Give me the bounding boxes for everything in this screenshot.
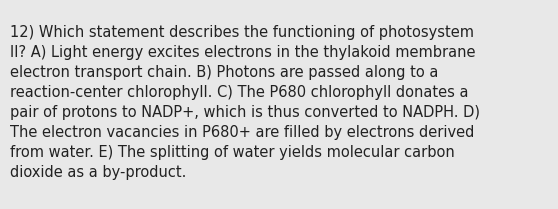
Text: 12) Which statement describes the functioning of photosystem
II? A) Light energy: 12) Which statement describes the functi… [10,25,480,180]
